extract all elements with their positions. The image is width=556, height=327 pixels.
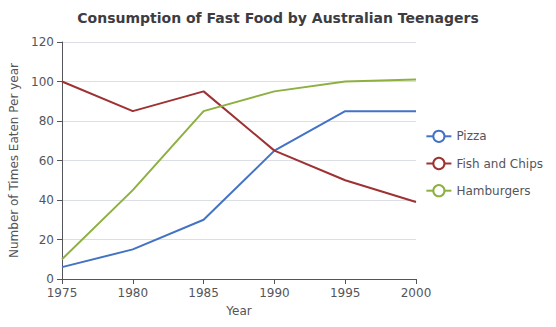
- svg-text:1980: 1980: [118, 286, 149, 300]
- svg-text:Number of Times Eaten Per year: Number of Times Eaten Per year: [7, 63, 21, 258]
- svg-text:Consumption of Fast Food by Au: Consumption of Fast Food by Australian T…: [77, 10, 478, 26]
- svg-text:Pizza: Pizza: [456, 129, 486, 143]
- svg-text:2000: 2000: [401, 286, 432, 300]
- svg-text:Year: Year: [225, 304, 251, 318]
- svg-text:120: 120: [31, 35, 54, 49]
- svg-text:Fish and Chips: Fish and Chips: [456, 157, 543, 171]
- svg-text:0: 0: [46, 272, 54, 286]
- svg-text:80: 80: [39, 114, 54, 128]
- svg-text:1990: 1990: [259, 286, 290, 300]
- svg-text:40: 40: [39, 193, 54, 207]
- svg-text:20: 20: [39, 233, 54, 247]
- svg-text:60: 60: [39, 154, 54, 168]
- svg-text:Hamburgers: Hamburgers: [456, 184, 530, 198]
- svg-text:1975: 1975: [47, 286, 78, 300]
- svg-text:1985: 1985: [188, 286, 219, 300]
- svg-text:100: 100: [31, 75, 54, 89]
- svg-text:1995: 1995: [330, 286, 361, 300]
